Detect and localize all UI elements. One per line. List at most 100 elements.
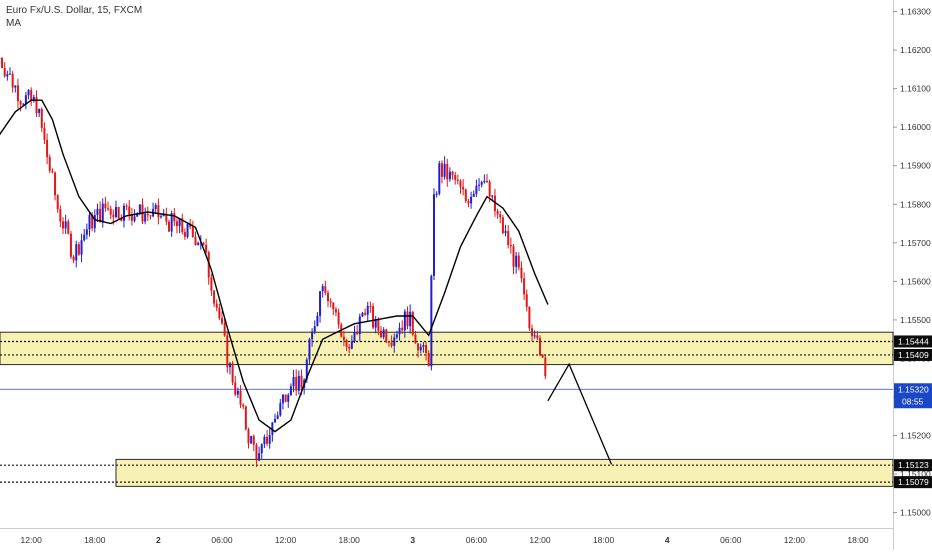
candle-body [81,240,83,254]
candle-body [367,306,369,315]
projection-path[interactable] [548,364,612,464]
candle-body [425,345,427,353]
candle-body [160,216,162,217]
candle-body [428,353,430,366]
candle-body [356,332,358,334]
candle-body [134,217,136,221]
candle-body [65,221,67,228]
candle-body [4,68,6,76]
candle-body [20,101,22,104]
candle-body [324,286,326,293]
moving-average-line[interactable] [0,100,548,431]
candle-body [59,209,61,221]
candle-body [73,257,75,261]
x-tick-label: 06:00 [720,535,742,545]
y-tick-label: 1.15500 [900,315,931,325]
y-tick-label: 1.15700 [900,238,931,248]
x-tick-label: 12:00 [275,535,297,545]
candle-body [391,343,393,346]
candle-body [9,74,11,75]
candle-body [263,437,265,444]
y-tick-label: 1.15800 [900,199,931,209]
candle-body [176,221,178,226]
candle-body [62,221,64,228]
x-tick-label: 06:00 [211,535,233,545]
candle-body [123,206,125,221]
candle-body [149,215,151,216]
x-tick-label: 18:00 [847,535,869,545]
candle-body [515,256,517,267]
candle-body [234,382,236,394]
y-tick-label: 1.16200 [900,45,931,55]
candle-body [473,194,475,197]
candle-body [54,172,56,195]
candle-body [213,291,215,304]
x-tick-label: 18:00 [84,535,106,545]
candle-body [483,181,485,182]
zone-upper-zone[interactable] [0,332,893,364]
x-tick-label: 3 [410,535,415,545]
candle-body [520,268,522,279]
candle-body [348,347,350,349]
candle-body [444,164,446,177]
candle-body [343,337,345,340]
indicator-label[interactable]: MA [6,17,142,30]
candle-body [83,235,85,240]
candle-body [523,278,525,294]
candle-body [467,201,469,203]
candle-body [221,318,223,323]
candle-body [36,97,38,113]
candle-body [155,205,157,209]
candle-body [420,347,422,351]
candle-body [110,209,112,215]
candle-body [237,391,239,395]
candle-body [301,376,303,388]
candle-body [308,339,310,359]
candle-body [452,172,454,175]
candle-body [513,246,515,267]
candle-body [279,403,281,415]
candle-body [332,302,334,309]
candle-body [89,215,91,229]
level-price-text: 1.15409 [898,350,929,360]
candle-body [240,391,242,405]
candle-body [173,213,175,221]
candle-body [1,58,3,68]
countdown-text: 08:55 [902,396,924,406]
candle-body [502,217,504,233]
candle-body [6,74,8,76]
x-tick-label: 12:00 [529,535,551,545]
symbol-title[interactable]: Euro Fx/U.S. Dollar, 15, FXCM [6,4,142,17]
candle-body [261,444,263,453]
candle-body [486,181,488,182]
candle-body [293,377,295,386]
candle-body [51,171,53,172]
level-price-text: 1.15123 [898,460,929,470]
candle-body [277,415,279,418]
chart-legend: Euro Fx/U.S. Dollar, 15, FXCM MA [6,4,142,30]
candle-body [441,163,443,177]
candle-body [354,332,356,341]
candle-body [94,215,96,228]
candle-body [510,245,512,246]
candle-body [481,182,483,185]
candle-body [364,313,366,315]
candle-body [205,245,207,253]
candle-body [255,445,257,461]
candle-body [115,207,117,217]
candle-body [470,197,472,203]
candle-body [449,172,451,180]
candle-body [505,231,507,233]
candle-body [112,215,114,217]
candle-body [224,323,226,335]
candle-body [338,312,340,324]
candle-body [314,326,316,331]
y-tick-label: 1.15200 [900,431,931,441]
candle-body [187,224,189,237]
candle-body [147,214,149,215]
candle-body [399,328,401,335]
level-price-text: 1.15079 [898,477,929,487]
level-price-text: 1.15444 [898,336,929,346]
